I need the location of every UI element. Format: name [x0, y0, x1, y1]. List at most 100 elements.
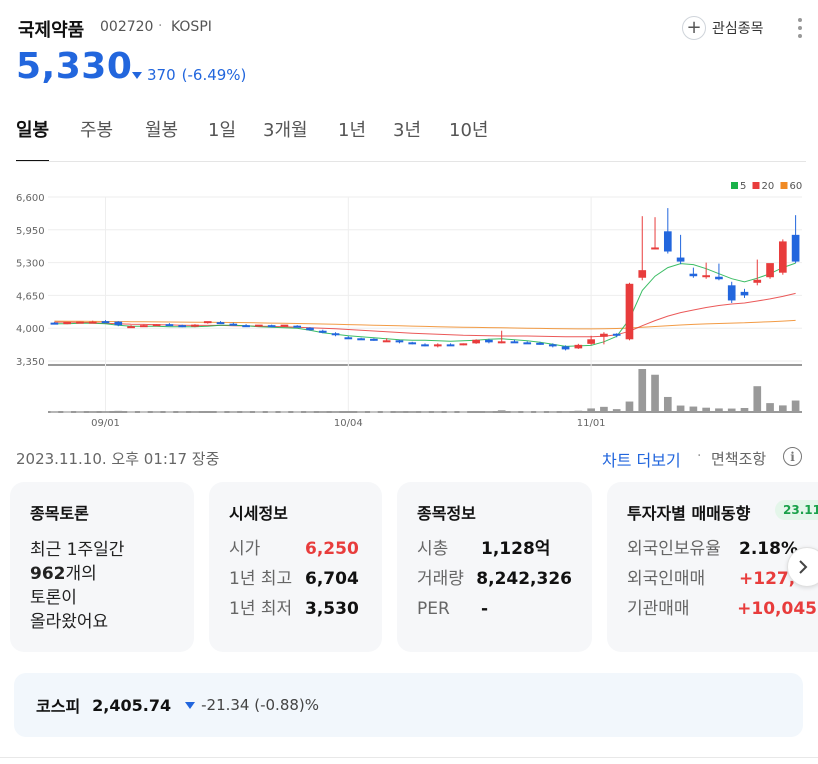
legend-swatch [780, 182, 788, 189]
tab-3years[interactable]: 3년 [393, 120, 422, 141]
market-info-card[interactable]: 시세정보 시가 6,250 1년 최고 6,704 1년 최저 3,530 [209, 482, 382, 652]
volume-bar [50, 411, 59, 413]
candle [753, 259, 762, 286]
candle-body [50, 322, 59, 325]
candle-body [497, 341, 506, 344]
info-value: 2.18% [739, 539, 798, 559]
volume-bar [152, 411, 161, 413]
candle-body [625, 283, 634, 340]
candle [536, 341, 544, 345]
candle [255, 324, 263, 327]
more-options-icon[interactable] [794, 16, 806, 40]
candle [459, 343, 468, 346]
volume-bar [267, 411, 276, 413]
candle [676, 234, 685, 265]
tab-1day[interactable]: 1일 [208, 120, 237, 141]
candle [740, 288, 749, 298]
volume-bar [280, 411, 289, 413]
candle [152, 324, 161, 327]
volume-bar [382, 411, 391, 413]
candle-body [114, 321, 123, 326]
period-tabs: 일봉 주봉 월봉 1일 3개월 1년 3년 10년 [16, 116, 806, 162]
stock-info-card[interactable]: 종목정보 시총 1,128억 거래량 8,242,326 PER - [397, 482, 592, 652]
volume-bar [753, 386, 762, 412]
change-percent: (-6.49%) [181, 66, 247, 84]
info-row: 시가 6,250 [229, 538, 362, 560]
candle [600, 332, 608, 345]
tab-3months[interactable]: 3개월 [263, 120, 308, 141]
card-title: 종목정보 [417, 504, 476, 523]
volume-bar [370, 411, 378, 413]
volume-bar [88, 411, 97, 413]
tab-monthly[interactable]: 월봉 [145, 120, 179, 141]
down-triangle-icon [132, 71, 142, 79]
candle-body [638, 270, 647, 278]
info-icon[interactable]: i [783, 447, 802, 466]
candle [791, 215, 800, 264]
price-change: 370 (-6.49%) [132, 66, 246, 84]
y-tick-label: 4,650 [16, 291, 45, 302]
candle-body [676, 257, 685, 262]
candle-body [548, 344, 557, 347]
stock-code: 002720 [100, 19, 154, 35]
candle-body [178, 325, 187, 328]
volume-bar [140, 411, 148, 413]
volume-bar [523, 411, 532, 413]
legend-swatch [752, 182, 760, 189]
volume-bar [548, 411, 557, 413]
volume-bar [114, 410, 123, 412]
candle-body [485, 339, 493, 343]
separator-dot: · [158, 18, 163, 34]
kospi-index-bar[interactable]: 코스피 2,405.74 -21.34 (-0.88)% [14, 673, 803, 737]
info-label: PER [417, 599, 450, 619]
info-value: - [481, 599, 489, 619]
candle-body [459, 343, 468, 346]
moving-average-lines [54, 262, 796, 347]
candle-body [165, 324, 174, 327]
disclaimer-link[interactable]: 면책조항 [711, 450, 767, 468]
discussion-card[interactable]: 종목토론 최근 1주일간 962개의 토론이 올라왔어요 [10, 482, 194, 652]
volume-bar [561, 411, 570, 413]
price-chart[interactable]: 6,600 5,950 5,300 4,650 4,000 3,350 5 20 60 09/… [0, 176, 818, 436]
volume-bar [446, 411, 455, 413]
discussion-summary: 최근 1주일간 962개의 토론이 올라왔어요 [30, 538, 174, 634]
y-tick-label: 3,350 [16, 357, 45, 368]
info-row: 1년 최고 6,704 [229, 568, 362, 590]
candle-body [216, 322, 225, 325]
candle-body [63, 322, 72, 325]
chevron-right-icon [799, 560, 808, 574]
volume-bar [421, 411, 429, 413]
info-row: 기관매매 +10,045 [627, 598, 817, 620]
next-card-button[interactable] [787, 547, 818, 587]
info-label: 1년 최고 [229, 569, 293, 589]
tab-10years[interactable]: 10년 [449, 120, 489, 141]
candle [178, 324, 187, 328]
info-value: +127, [739, 569, 796, 589]
candle [357, 337, 365, 341]
stock-name: 국제약품 [18, 20, 85, 41]
info-row: 1년 최저 3,530 [229, 598, 362, 620]
info-value: 8,242,326 [476, 569, 572, 589]
candle-body [753, 279, 762, 283]
quote-datetime: 2023.11.10. 오후 01:17 장중 [16, 450, 220, 468]
candle-body [663, 231, 672, 252]
tab-weekly[interactable]: 주봉 [80, 120, 114, 141]
volume-bar [165, 411, 174, 413]
volume-bar [663, 396, 672, 412]
candle-body [191, 324, 199, 327]
candle [702, 262, 710, 279]
candle [76, 321, 84, 324]
tab-daily[interactable]: 일봉 [16, 116, 50, 162]
volume-bar [676, 405, 685, 412]
candle [727, 281, 736, 303]
info-value: 1,128억 [481, 539, 551, 559]
tab-1year[interactable]: 1년 [338, 120, 367, 141]
chart-more-link[interactable]: 차트 더보기 [602, 451, 681, 470]
add-favorite-button[interactable]: + 관심종목 [682, 14, 764, 42]
candle [50, 322, 59, 325]
volume-bar [255, 411, 263, 413]
down-triangle-icon [185, 701, 196, 709]
volume-bar [127, 411, 135, 413]
candle [344, 336, 353, 340]
